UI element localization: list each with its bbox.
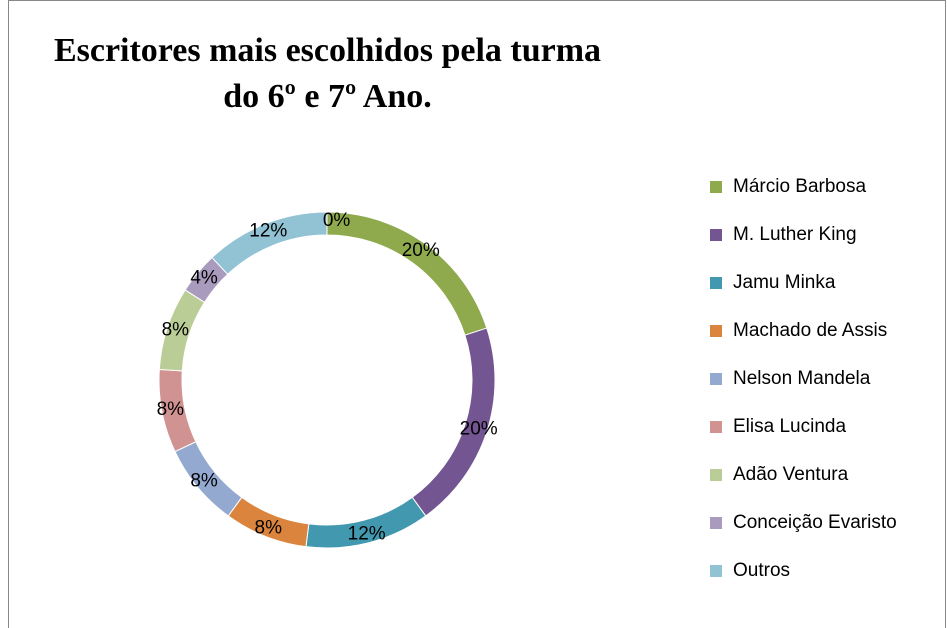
donut-slice: [211, 211, 328, 276]
data-label: 8%: [255, 517, 283, 538]
legend-label: Elisa Lucinda: [733, 416, 846, 437]
data-label: 20%: [402, 240, 440, 261]
legend-swatch: [710, 469, 722, 481]
donut-slice: [326, 211, 488, 336]
legend-swatch: [710, 373, 722, 385]
legend-swatch: [710, 229, 722, 241]
legend-swatch: [710, 181, 722, 193]
legend-label: Márcio Barbosa: [733, 176, 866, 197]
legend-swatch: [710, 277, 722, 289]
legend-swatch: [710, 325, 722, 337]
legend-swatch: [710, 421, 722, 433]
legend-swatch: [710, 517, 722, 529]
data-label: 4%: [190, 267, 218, 288]
legend-label: Adão Ventura: [733, 464, 849, 485]
legend-label: Conceição Evaristo: [733, 512, 897, 533]
chart-title: Escritores mais escolhidos pela turma do…: [53, 32, 602, 115]
data-label: 0%: [323, 210, 351, 231]
data-label: 12%: [348, 524, 386, 545]
legend-label: Nelson Mandela: [733, 368, 871, 389]
data-label: 8%: [162, 320, 190, 341]
data-label: 8%: [190, 471, 218, 492]
data-label: 8%: [157, 399, 185, 420]
legend-label: Machado de Assis: [733, 320, 887, 341]
legend-label: Jamu Minka: [733, 272, 836, 293]
chart-border: [8, 0, 946, 628]
legend-label: Outros: [733, 560, 790, 581]
legend-label: M. Luther King: [733, 224, 857, 245]
data-label: 20%: [460, 418, 498, 439]
legend-swatch: [710, 565, 722, 577]
data-label: 12%: [249, 221, 287, 242]
